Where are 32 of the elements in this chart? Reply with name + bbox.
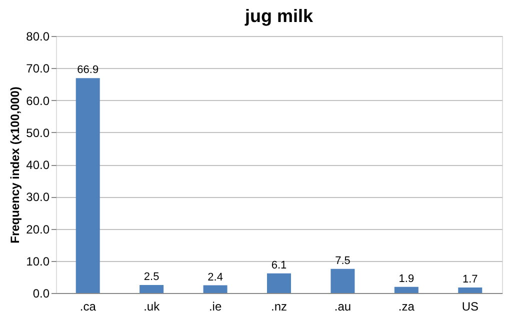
y-axis-title: Frequency index (x100,000) <box>8 86 22 244</box>
x-tick-label: .uk <box>144 300 161 314</box>
y-tick-label: 30.0 <box>26 190 50 204</box>
y-tick-label: 20.0 <box>26 222 50 236</box>
x-tick-label: .ie <box>208 300 222 314</box>
y-tick-label: 50.0 <box>26 126 50 140</box>
y-tick-label: 80.0 <box>26 30 50 44</box>
data-label: 1.9 <box>398 272 414 285</box>
y-tick-label: 60.0 <box>26 94 50 108</box>
chart-title: jug milk <box>244 6 314 26</box>
bar <box>458 288 482 293</box>
data-label: 2.4 <box>208 271 223 284</box>
x-tick-label: US <box>462 300 478 314</box>
data-label: 6.1 <box>271 259 287 272</box>
bar <box>140 284 164 293</box>
y-tick-label: 0.0 <box>32 286 50 300</box>
x-tick-label: .za <box>398 300 415 314</box>
data-label: 1.7 <box>462 274 478 286</box>
data-label: 7.5 <box>335 254 350 267</box>
y-tick-label: 40.0 <box>26 158 50 172</box>
y-tick-label: 70.0 <box>26 62 50 76</box>
y-tick-label: 10.0 <box>26 254 50 268</box>
x-tick-label: .ca <box>80 300 96 314</box>
bar <box>76 78 100 293</box>
data-label: 66.9 <box>77 64 99 76</box>
bar <box>203 285 228 293</box>
bar <box>267 273 291 293</box>
data-label: 2.5 <box>144 270 160 283</box>
x-tick-label: .au <box>334 300 352 314</box>
x-tick-label: .nz <box>270 300 288 314</box>
bar <box>330 268 355 293</box>
bar <box>394 286 418 293</box>
